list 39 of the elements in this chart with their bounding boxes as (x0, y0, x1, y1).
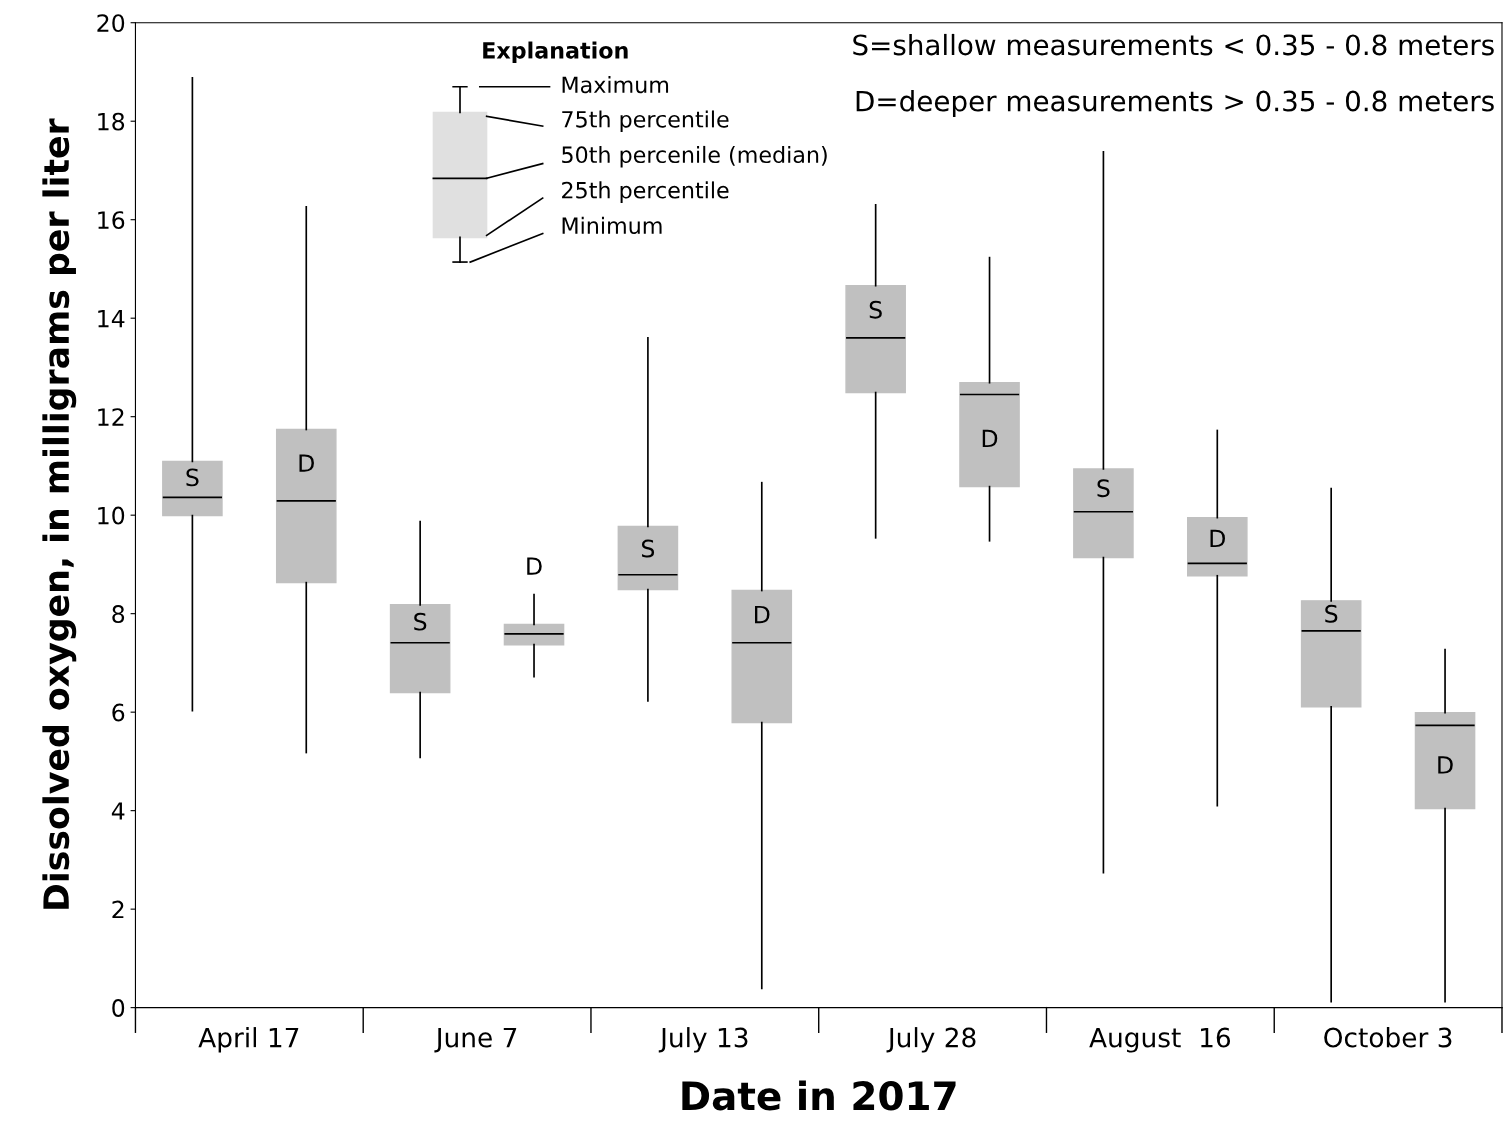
annotation: 75th percentile (562, 110, 729, 132)
text: S (869, 300, 882, 319)
text: D (1438, 756, 1453, 774)
annotation: 25th percentile (562, 181, 729, 203)
annotation: D=deeper measurements > 0.35 - 0.8 meters (856, 90, 1494, 117)
text: D (299, 454, 314, 472)
text: S (414, 612, 427, 631)
y-tick-label: 20 (97, 14, 125, 33)
annotation: Maximum (562, 75, 669, 94)
y-tick-label: 4 (111, 802, 125, 820)
y-tick-label: 12 (98, 408, 124, 426)
x-axis-title: Date in 2017 (682, 1080, 956, 1111)
y-tick-label: 10 (98, 506, 125, 525)
y-tick-label: 6 (112, 703, 125, 722)
x-tick-label: April 17 (198, 1027, 299, 1053)
text: D (982, 429, 998, 448)
y-tick-label: 8 (112, 605, 125, 623)
y-tick-label: 0 (112, 999, 125, 1017)
text: D (755, 605, 770, 624)
x-tick-label: July 13 (658, 1027, 748, 1053)
annotation: Minimum (562, 216, 662, 235)
annotation: S=shallow measurements < 0.35 - 0.8 meters (853, 33, 1494, 56)
series-label: S (1325, 604, 1338, 623)
text: D (527, 557, 542, 575)
y-tick-label: 18 (98, 112, 125, 131)
y-tick-label: 14 (98, 309, 125, 328)
x-tick-label: August 16 (1089, 1027, 1231, 1053)
text: S (186, 468, 199, 487)
x-tick-label: June 7 (434, 1027, 517, 1053)
text: S (641, 539, 655, 558)
x-tick-label: October 3 (1324, 1027, 1452, 1048)
y-tick-label: 2 (112, 900, 124, 919)
y-axis-title: Dissolved oxygen, in milligrams per liter (42, 118, 77, 909)
x-tick-label: July 28 (886, 1027, 976, 1053)
series-label: D (1210, 529, 1225, 548)
text: S (1097, 479, 1110, 498)
annotation: Explanation (483, 41, 628, 64)
annotation: 50th percenile (median) (562, 145, 827, 168)
y-tick-label: 16 (98, 211, 125, 230)
